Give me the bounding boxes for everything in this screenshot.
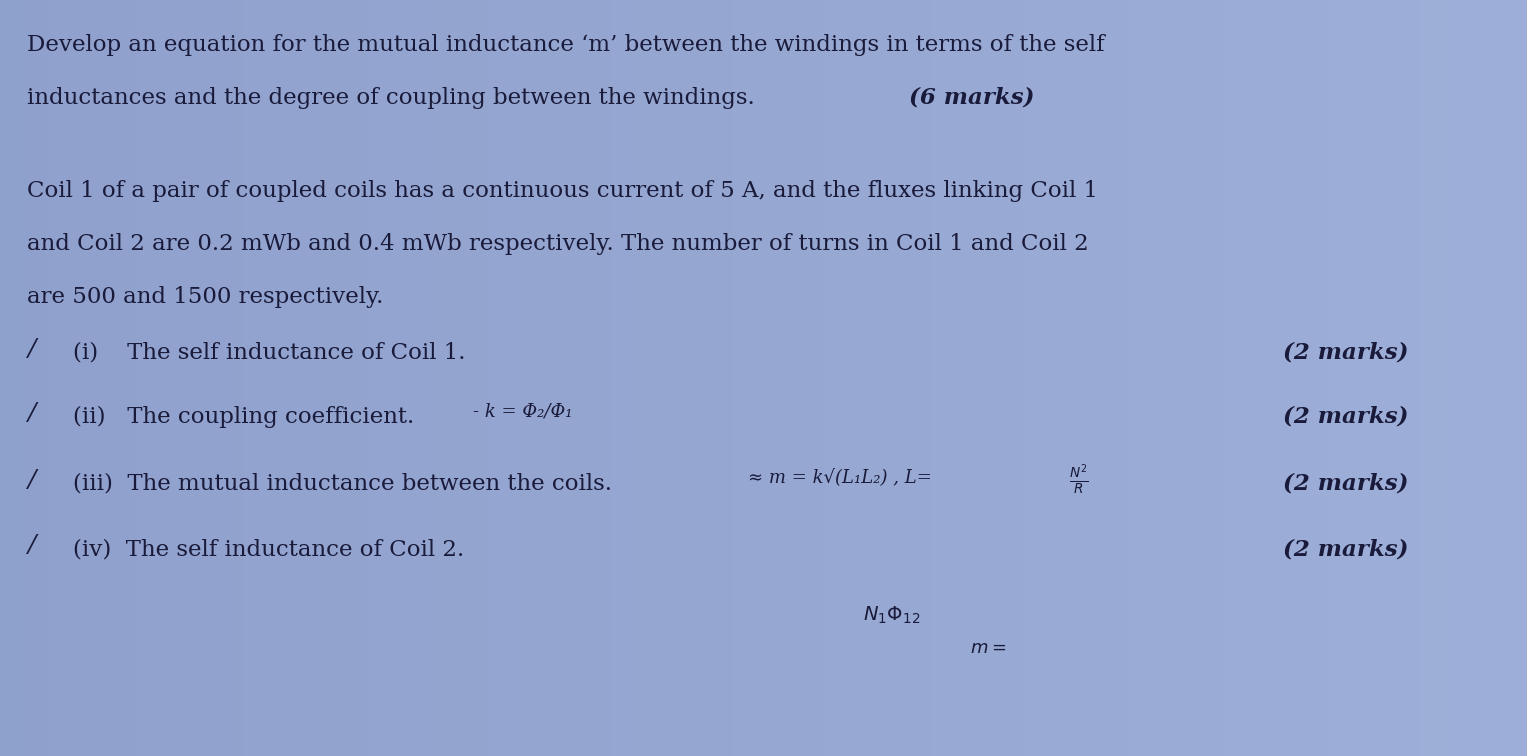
Text: /: / (27, 534, 35, 557)
Text: /: / (27, 469, 35, 491)
Text: (iv)  The self inductance of Coil 2.: (iv) The self inductance of Coil 2. (73, 538, 464, 560)
Text: (6 marks): (6 marks) (909, 87, 1034, 109)
Text: are 500 and 1500 respectively.: are 500 and 1500 respectively. (27, 286, 383, 308)
Text: /: / (27, 402, 35, 425)
Text: (2 marks): (2 marks) (1283, 472, 1408, 494)
Text: (2 marks): (2 marks) (1283, 406, 1408, 428)
Text: - k = Φ₂/Φ₁: - k = Φ₂/Φ₁ (473, 402, 573, 420)
Text: $m =$: $m =$ (970, 639, 1006, 657)
Text: ≈ m = k√(L₁L₂) , L=: ≈ m = k√(L₁L₂) , L= (748, 469, 931, 487)
Text: (2 marks): (2 marks) (1283, 538, 1408, 560)
Text: $\frac{N^2}{R}$: $\frac{N^2}{R}$ (1069, 463, 1089, 497)
Text: $N_1\Phi_{12}$: $N_1\Phi_{12}$ (863, 605, 921, 626)
Text: (iii)  The mutual inductance between the coils.: (iii) The mutual inductance between the … (73, 472, 612, 494)
Text: /: / (27, 338, 35, 361)
Text: (i)    The self inductance of Coil 1.: (i) The self inductance of Coil 1. (73, 342, 466, 364)
Text: (ii)   The coupling coefficient.: (ii) The coupling coefficient. (73, 406, 414, 428)
Text: Develop an equation for the mutual inductance ‘m’ between the windings in terms : Develop an equation for the mutual induc… (27, 34, 1106, 56)
Text: inductances and the degree of coupling between the windings.: inductances and the degree of coupling b… (27, 87, 756, 109)
Text: Coil 1 of a pair of coupled coils has a continuous current of 5 A, and the fluxe: Coil 1 of a pair of coupled coils has a … (27, 180, 1098, 202)
Text: and Coil 2 are 0.2 mWb and 0.4 mWb respectively. The number of turns in Coil 1 a: and Coil 2 are 0.2 mWb and 0.4 mWb respe… (27, 233, 1089, 255)
Text: (2 marks): (2 marks) (1283, 342, 1408, 364)
